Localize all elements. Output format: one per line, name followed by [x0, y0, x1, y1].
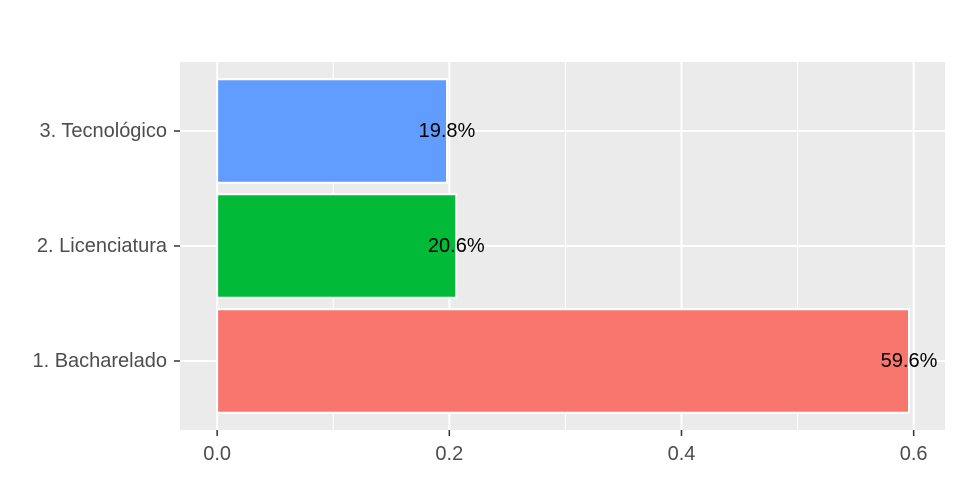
data-labels-group: 59.6% 20.6% 19.8%: [419, 120, 938, 372]
bar: [216, 193, 458, 299]
x-tick-label: 0.0: [203, 443, 231, 465]
x-tick-label: 0.6: [900, 443, 928, 465]
y-tick-label: 3. Tecnológico: [40, 120, 168, 142]
data-label: 19.8%: [419, 120, 476, 142]
bar: [216, 308, 911, 414]
y-axis: 1. Bacharelado 2. Licenciatura 3. Tecnológ…: [32, 120, 180, 372]
bar: [216, 78, 448, 184]
x-tick-label: 0.2: [435, 443, 463, 465]
bars-group: [216, 78, 911, 414]
y-tick-label: 2. Licenciatura: [37, 235, 168, 257]
x-tick-label: 0.4: [668, 443, 696, 465]
data-label: 59.6%: [881, 350, 938, 372]
y-tick-label: 1. Bacharelado: [32, 350, 167, 372]
x-axis: 0.0 0.2 0.4 0.6: [203, 430, 928, 465]
data-label: 20.6%: [428, 235, 485, 257]
